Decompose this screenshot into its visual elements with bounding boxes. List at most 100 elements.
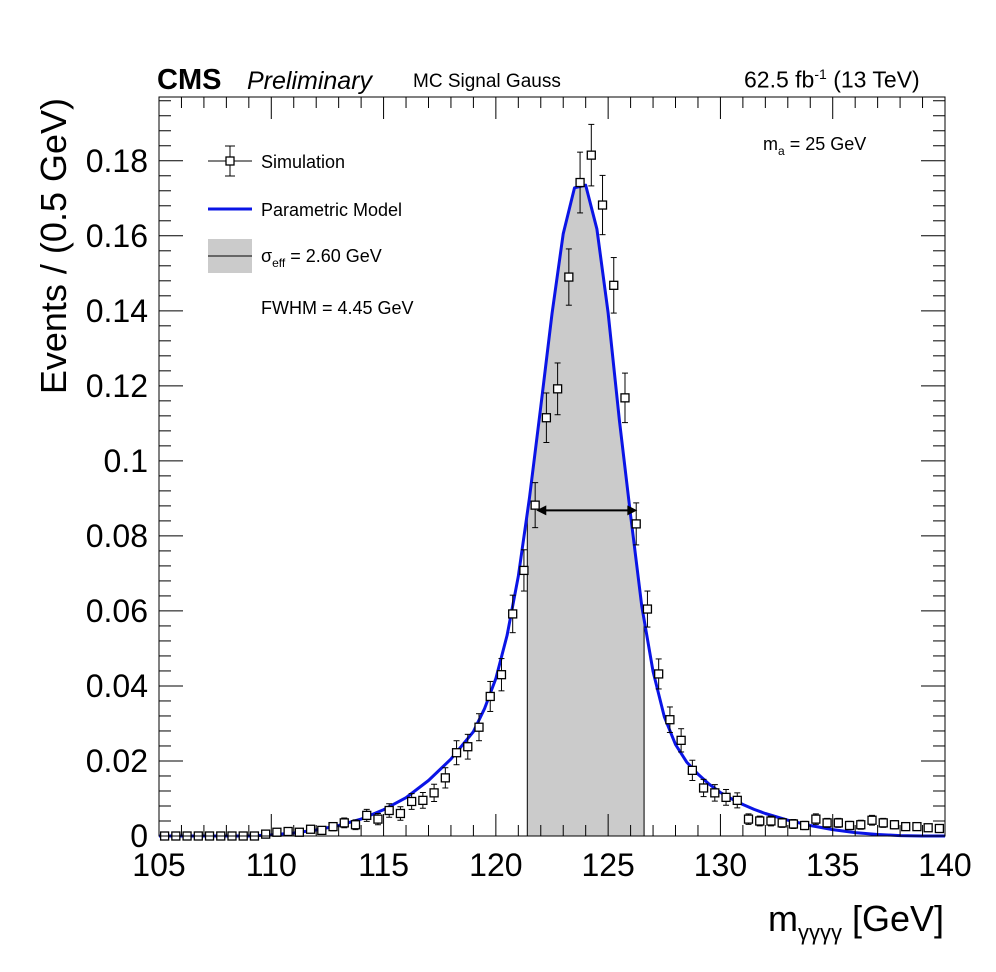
simulation-point (328, 821, 338, 832)
simulation-point (384, 803, 394, 818)
simulation-marker (552, 384, 563, 394)
simulation-marker (844, 820, 855, 831)
simulation-point (743, 813, 754, 825)
simulation-point (811, 813, 821, 825)
y-axis-title: Events / (0.5 GeV) (33, 98, 74, 394)
legend-simulation-marker (208, 145, 252, 177)
simulation-marker (272, 827, 282, 837)
simulation-point (339, 817, 349, 829)
simulation-point (923, 823, 933, 833)
simulation-marker (261, 829, 271, 839)
simulation-point (463, 733, 473, 760)
simulation-point (485, 680, 495, 712)
simulation-point (620, 372, 630, 424)
simulation-marker (474, 722, 484, 732)
simulation-point (710, 784, 720, 802)
axes-layer: 105 110 115 120 125 130 135 140 0 0.02 0.04 0.06 0.0… (86, 96, 972, 883)
simulation-marker (833, 818, 843, 828)
simulation-point (833, 817, 843, 828)
simulation-marker (485, 691, 495, 702)
simulation-point (698, 778, 709, 798)
simulation-point (901, 821, 911, 832)
simulation-point (856, 819, 866, 830)
simulation-marker (788, 819, 799, 829)
simulation-marker (631, 519, 641, 529)
simulation-marker (350, 820, 361, 830)
simulation-marker (620, 393, 630, 403)
simulation-marker (496, 670, 507, 680)
simulation-point (350, 819, 361, 831)
simulation-point (755, 815, 765, 827)
simulation-point (597, 174, 608, 236)
simulation-marker (519, 565, 529, 576)
simulation-marker (440, 773, 450, 783)
simulation-marker (541, 413, 552, 423)
fwhm-arrow-layer (536, 505, 638, 516)
simulation-point (889, 820, 900, 830)
simulation-point (867, 814, 877, 826)
simulation-point (732, 792, 742, 809)
y-tick-label: 0 (130, 818, 148, 854)
simulation-point (586, 123, 596, 187)
simulation-point (362, 808, 372, 822)
simulation-marker (418, 795, 428, 806)
simulation-marker (934, 823, 945, 834)
y-tick-label: 0.08 (86, 518, 148, 554)
simulation-marker (766, 816, 776, 826)
x-tick-label: 135 (806, 847, 859, 883)
simulation-marker (586, 150, 596, 160)
simulation-point (844, 820, 855, 831)
simulation-marker (867, 815, 877, 825)
simulation-marker (451, 748, 462, 758)
y-tick-label: 0.02 (86, 743, 148, 779)
simulation-marker (743, 814, 754, 824)
simulation-marker (530, 500, 540, 510)
simulation-marker (317, 825, 327, 836)
simulation-point (508, 594, 518, 634)
simulation-point (272, 827, 282, 837)
mass-annotation: ma = 25 GeV (763, 134, 866, 158)
x-tick-label: 115 (358, 847, 409, 883)
x-tick-label: 130 (694, 847, 747, 883)
x-axis-title: mγγγγ [GeV] (768, 898, 944, 945)
simulation-point (721, 788, 731, 806)
legend-model-label: Parametric Model (261, 200, 402, 220)
simulation-marker (328, 821, 338, 832)
simulation-point (609, 257, 619, 314)
simulation-marker (384, 805, 394, 816)
legend-simulation-label: Simulation (261, 152, 345, 172)
plot-frame (158, 96, 946, 837)
simulation-marker (878, 818, 888, 828)
simulation-marker (283, 826, 293, 837)
y-tick-label: 0.12 (86, 368, 148, 404)
simulation-point (530, 482, 540, 529)
legend: Simulation Parametric Model σeff = 2.60 … (208, 145, 414, 318)
simulation-marker (294, 827, 305, 837)
simulation-marker (429, 788, 439, 798)
simulation-point (474, 713, 484, 742)
simulation-marker (305, 824, 316, 834)
simulation-point (575, 151, 585, 214)
simulation-point (934, 823, 945, 834)
y-tick-label: 0.04 (86, 668, 148, 704)
simulation-point (665, 706, 675, 733)
simulation-point (395, 806, 406, 821)
simulation-marker (822, 818, 832, 828)
legend-sigma-swatch (208, 239, 252, 273)
simulation-point (519, 549, 529, 592)
simulation-point (283, 826, 293, 837)
simulation-point (451, 740, 462, 766)
simulation-marker (676, 735, 686, 745)
simulation-marker (811, 814, 821, 824)
x-tick-label: 125 (581, 847, 634, 883)
x-tick-label: 105 (132, 847, 185, 883)
y-tick-label: 0.1 (104, 443, 148, 479)
x-tick-label: 120 (469, 847, 522, 883)
simulation-point (777, 817, 787, 828)
simulation-point (788, 818, 799, 829)
simulation-marker (406, 796, 417, 807)
luminosity-label: 62.5 fb-1 (13 TeV) (744, 66, 920, 93)
simulation-point (654, 658, 664, 690)
simulation-point (552, 362, 563, 416)
simulation-marker (597, 200, 608, 210)
